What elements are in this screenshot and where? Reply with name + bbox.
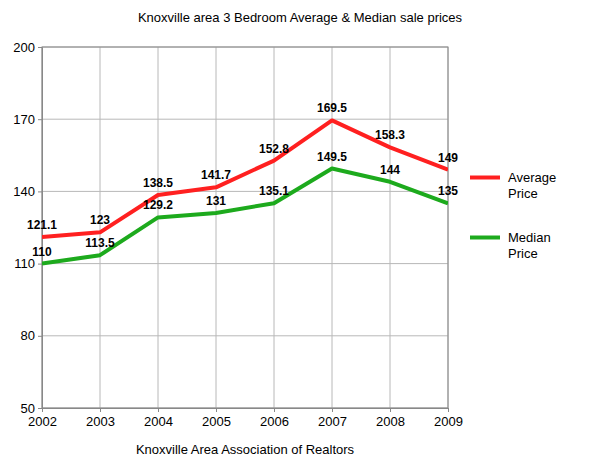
legend-swatch xyxy=(470,176,500,180)
grid-line xyxy=(42,263,448,264)
grid-line xyxy=(42,119,448,120)
tick-label: 2008 xyxy=(376,414,405,429)
tick-mark xyxy=(38,408,42,409)
data-label: 129.2 xyxy=(143,198,173,212)
data-label: 123 xyxy=(90,213,110,227)
data-labels: 121.1 123 138.5 141.7 152.8 169.5 158.3 149 110 1… xyxy=(27,101,458,258)
tick-label: 80 xyxy=(21,328,35,343)
grid-line xyxy=(42,191,448,192)
tick-label: 2004 xyxy=(144,414,173,429)
tick-label: 2005 xyxy=(202,414,231,429)
tick-label: 200 xyxy=(13,40,35,55)
chart: Knoxville area 3 Bedroom Average & Media… xyxy=(0,0,600,463)
legend-label: Median Price xyxy=(508,230,554,261)
x-tick: 2004 xyxy=(144,408,173,429)
data-label: 135 xyxy=(438,184,458,198)
tick-mark xyxy=(448,408,449,412)
data-label: 141.7 xyxy=(201,168,231,182)
data-label: 144 xyxy=(380,163,400,177)
tick-label: 170 xyxy=(13,112,35,127)
tick-label: 2007 xyxy=(318,414,347,429)
y-tick: 80 xyxy=(21,328,42,343)
y-tick: 200 xyxy=(13,40,42,55)
grid-line xyxy=(158,47,159,408)
x-tick: 2002 xyxy=(28,408,57,429)
data-label: 110 xyxy=(32,245,52,259)
tick-mark xyxy=(274,408,275,412)
tick-mark xyxy=(332,408,333,412)
tick-mark xyxy=(38,264,42,265)
x-axis: 2002 2003 2004 2005 2006 2007 2008 2009 xyxy=(28,408,463,429)
plot-frame xyxy=(42,47,448,408)
line xyxy=(42,120,448,236)
x-tick: 2005 xyxy=(202,408,231,429)
legend-swatch xyxy=(470,236,500,240)
x-tick: 2007 xyxy=(318,408,347,429)
x-tick: 2009 xyxy=(434,408,463,429)
data-label: 121.1 xyxy=(27,218,57,232)
tick-label: 2003 xyxy=(86,414,115,429)
y-tick: 140 xyxy=(13,184,42,199)
data-label: 149.5 xyxy=(317,150,347,164)
data-label: 149 xyxy=(438,151,458,165)
tick-mark xyxy=(100,408,101,412)
grid xyxy=(42,47,448,408)
tick-mark xyxy=(42,408,43,412)
data-label: 138.5 xyxy=(143,176,173,190)
legend: Average Price Median Price xyxy=(470,170,560,261)
x-tick: 2008 xyxy=(376,408,405,429)
tick-mark xyxy=(390,408,391,412)
grid-line xyxy=(42,335,448,336)
data-label: 113.5 xyxy=(85,236,115,250)
tick-mark xyxy=(216,408,217,412)
tick-mark xyxy=(38,47,42,48)
grid-line xyxy=(390,47,391,408)
tick-label: 2009 xyxy=(434,414,463,429)
line xyxy=(42,169,448,264)
x-tick: 2006 xyxy=(260,408,289,429)
tick-label: 2006 xyxy=(260,414,289,429)
grid-line xyxy=(216,47,217,408)
title: Knoxville area 3 Bedroom Average & Media… xyxy=(138,10,463,25)
data-label: 131 xyxy=(206,194,226,208)
x-tick: 2003 xyxy=(86,408,115,429)
tick-label: 2002 xyxy=(28,414,57,429)
legend-label: Average Price xyxy=(508,170,560,201)
tick-mark xyxy=(38,119,42,120)
tick-mark xyxy=(158,408,159,412)
data-label: 152.8 xyxy=(259,142,289,156)
data-label: 135.1 xyxy=(259,184,289,198)
x-axis-title: Knoxville Area Association of Realtors xyxy=(136,442,355,457)
data-label: 158.3 xyxy=(375,128,405,142)
data-label: 169.5 xyxy=(317,101,347,115)
plot-area xyxy=(42,120,448,263)
y-tick: 170 xyxy=(13,112,42,127)
tick-mark xyxy=(38,336,42,337)
grid-line xyxy=(100,47,101,408)
grid-line xyxy=(274,47,275,408)
tick-label: 140 xyxy=(13,184,35,199)
tick-mark xyxy=(38,191,42,192)
